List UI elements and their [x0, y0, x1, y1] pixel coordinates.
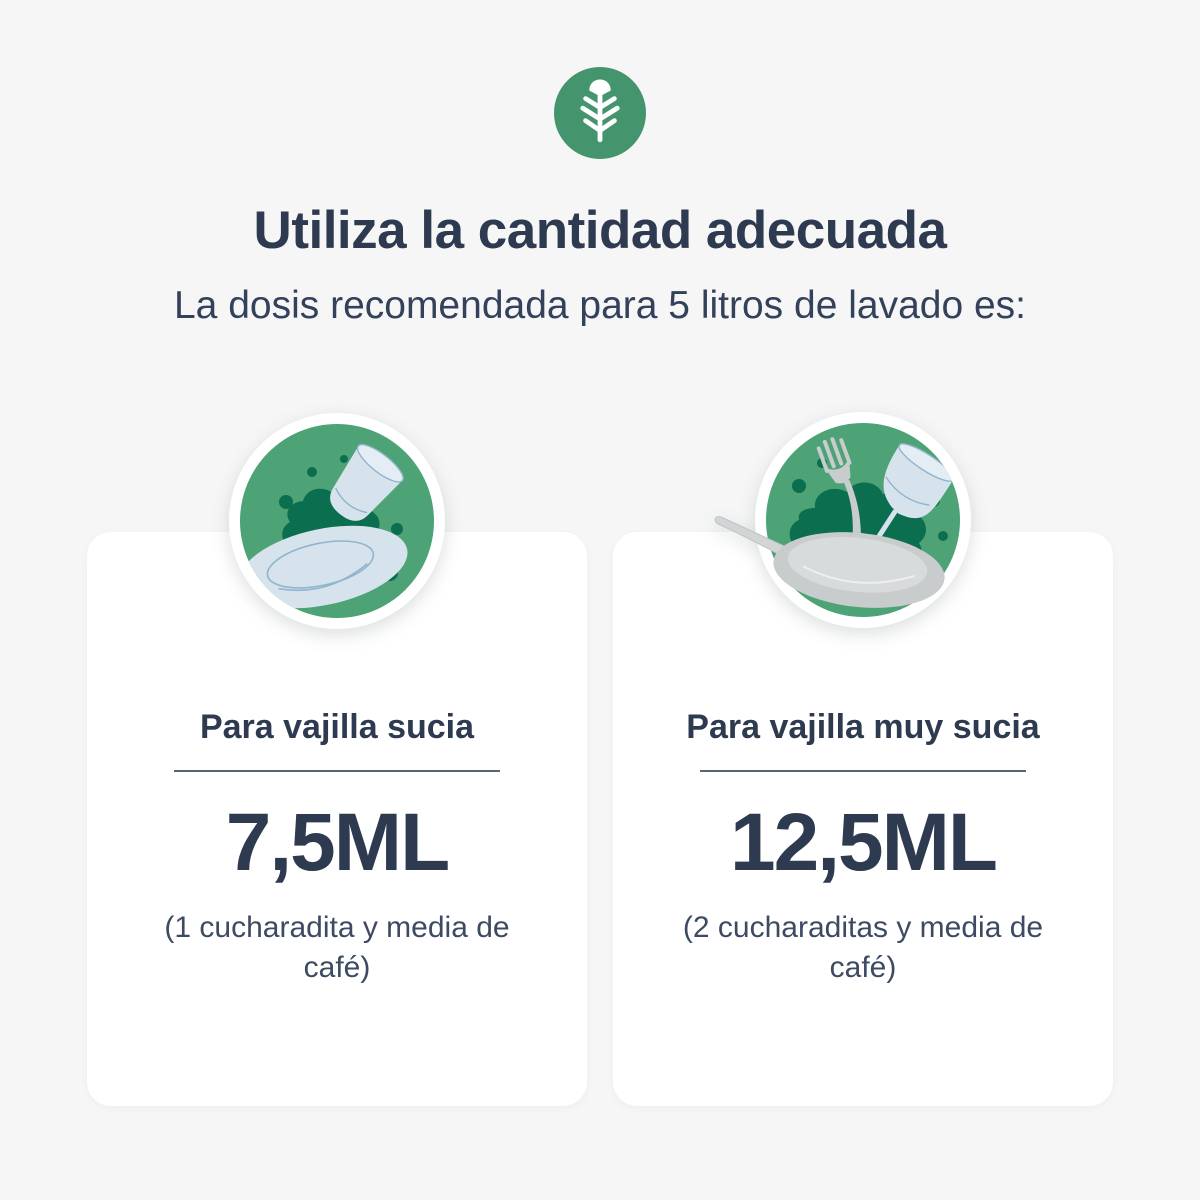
pan-fork-glass-icon: [714, 412, 971, 628]
card-heading: Para vajilla sucia: [199, 708, 475, 746]
brand-logo: [554, 67, 646, 159]
fork: [816, 437, 861, 540]
dose-amount: 7,5ML: [225, 797, 450, 888]
dose-amount: 12,5ML: [730, 797, 998, 888]
page-title: Utiliza la cantidad adecuada: [253, 201, 947, 260]
frying-pan: [714, 516, 945, 608]
cup-and-plate-icon: [229, 413, 445, 629]
divider: [174, 770, 500, 772]
dose-note: (2 cucharaditas y media de café): [682, 911, 1044, 984]
dose-note: (1 cucharadita y media de café): [164, 911, 510, 984]
divider: [700, 770, 1026, 772]
dirty-dishes-illustration: [217, 401, 457, 641]
very-dirty-dishes-illustration: [703, 400, 983, 640]
fir-twig-icon: [554, 67, 646, 159]
card-heading: Para vajilla muy sucia: [686, 708, 1040, 746]
page-subtitle: La dosis recomendada para 5 litros de la…: [173, 284, 1027, 327]
cup: [330, 443, 404, 521]
plate: [240, 525, 408, 609]
